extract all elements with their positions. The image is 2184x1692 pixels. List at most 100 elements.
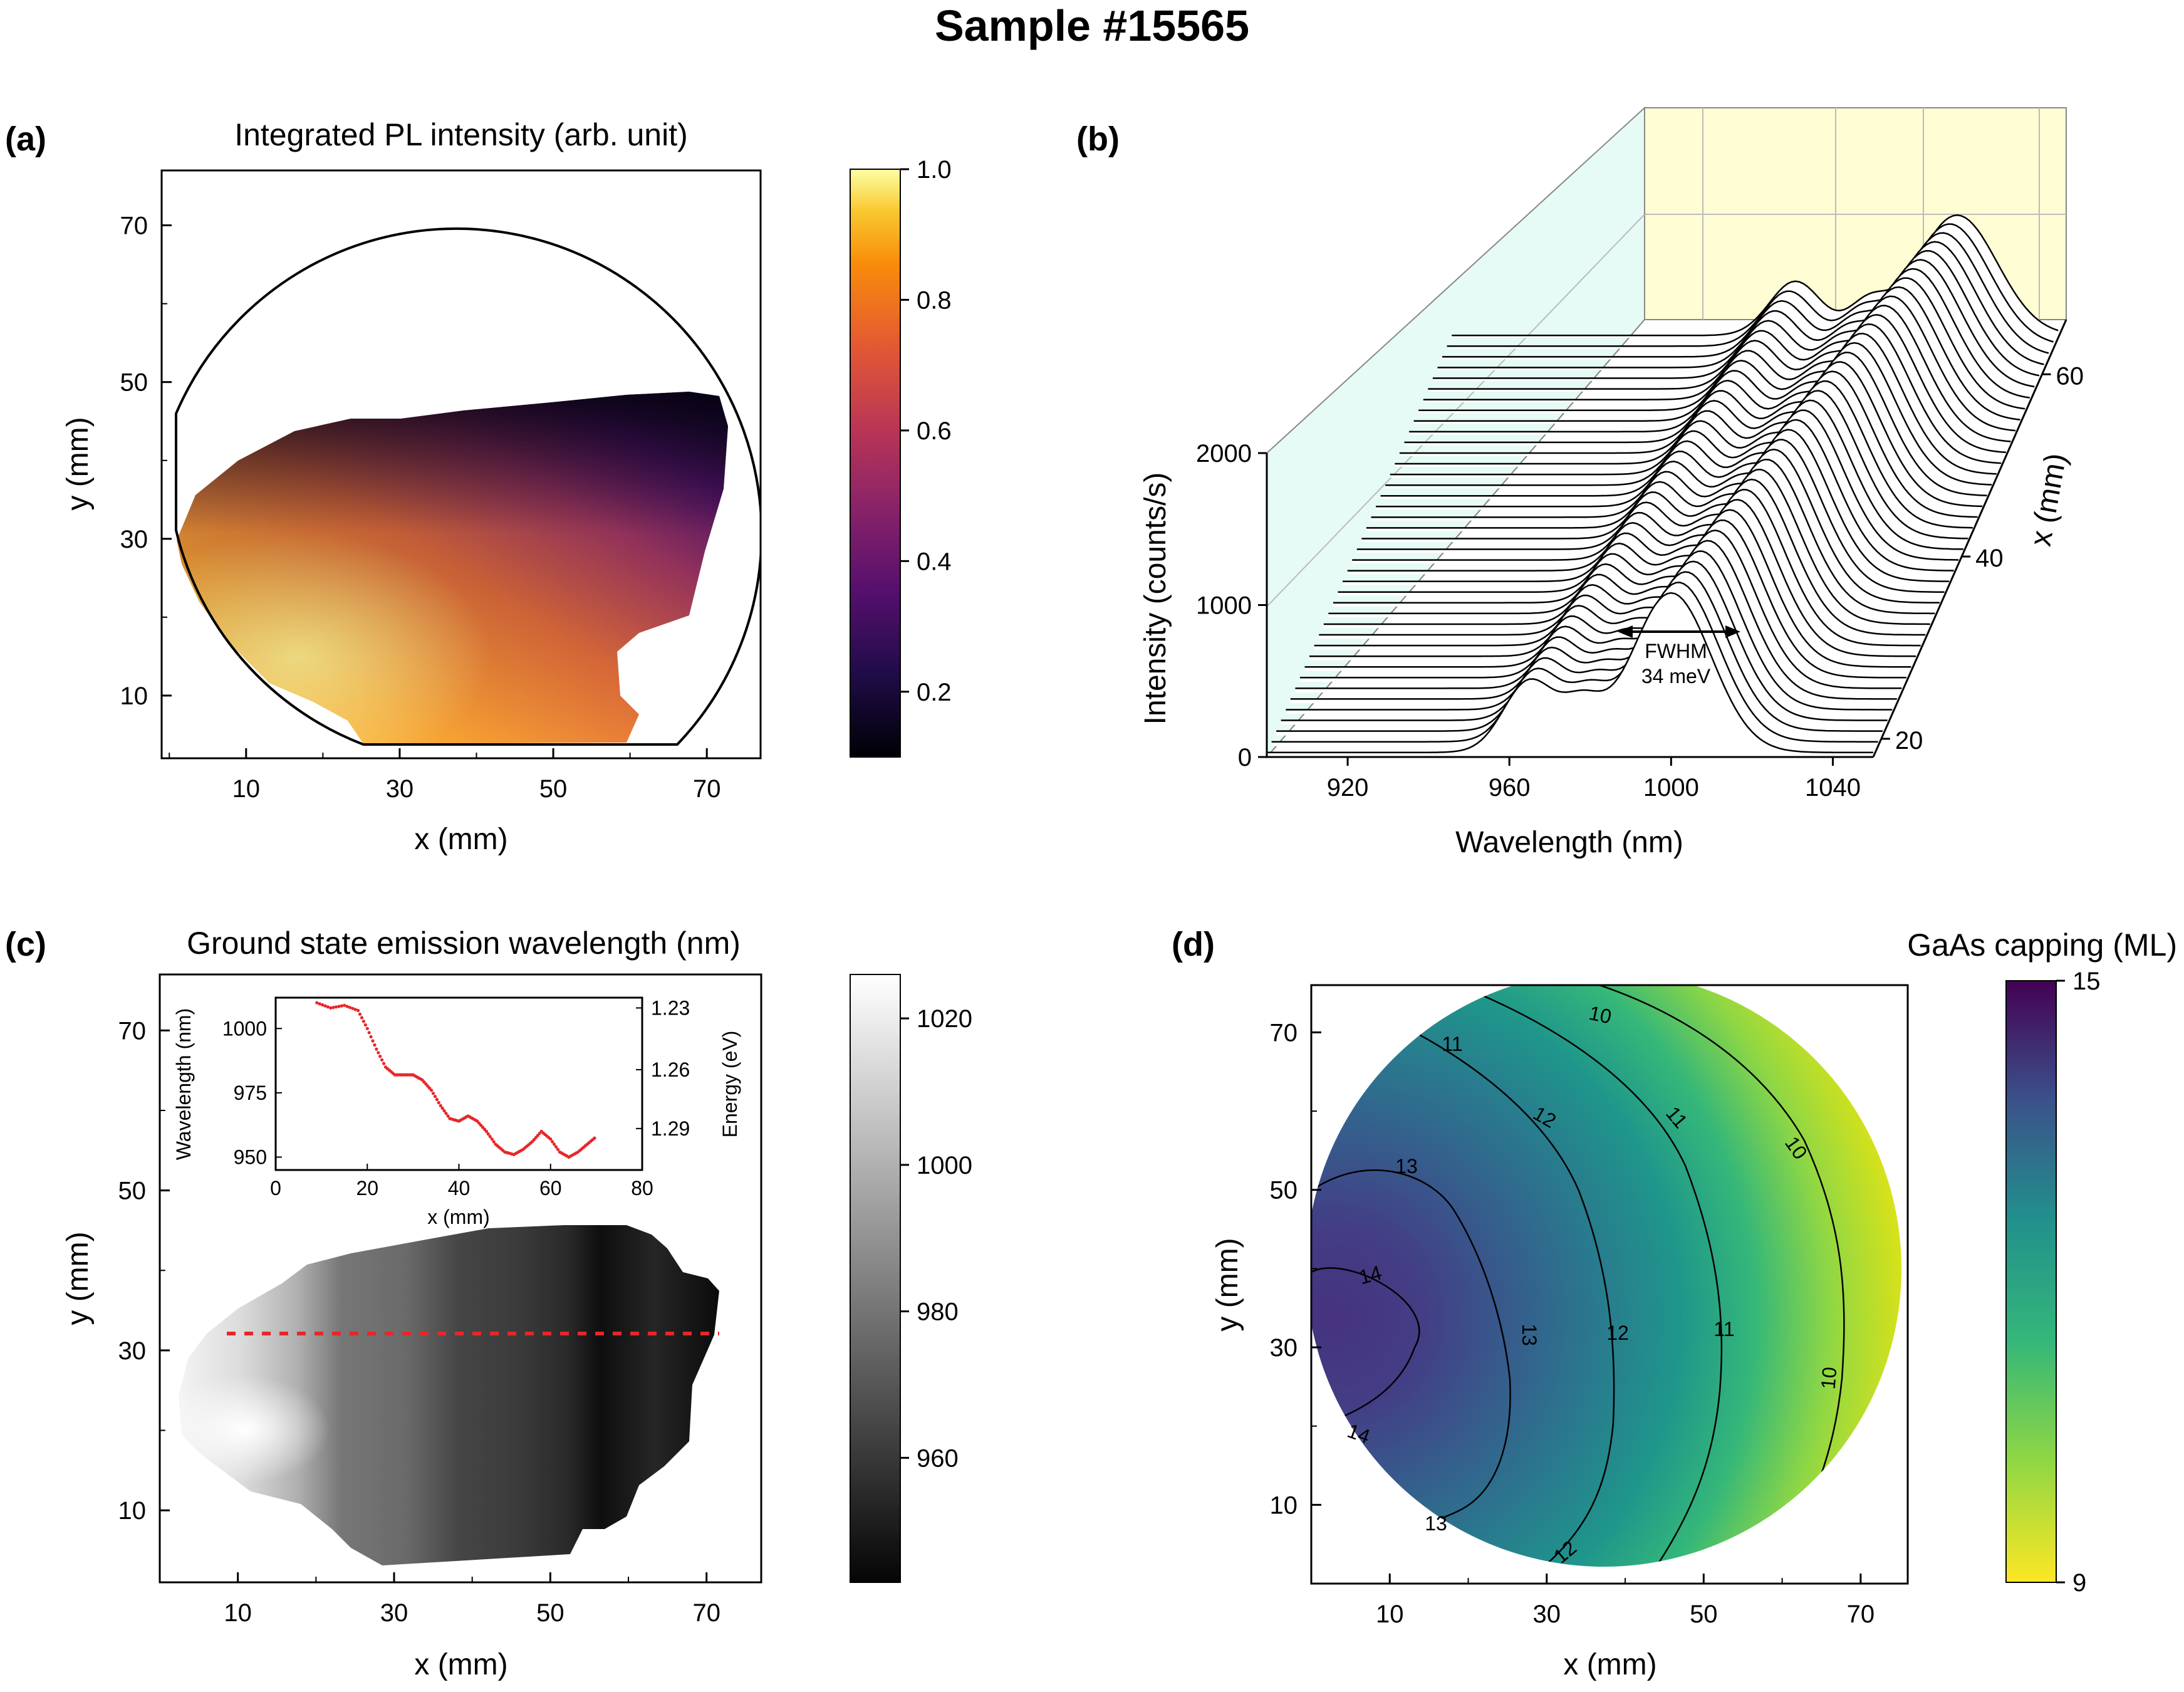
- c-xtick-label: 50: [536, 1599, 564, 1627]
- panel-c-y-label: y (mm): [61, 1231, 95, 1325]
- a-xtick-label: 10: [232, 775, 261, 803]
- b-spectrum-line: [1356, 399, 1963, 550]
- b-spectrum-line: [1323, 468, 1930, 625]
- c-inset-xtick-label: 0: [270, 1177, 281, 1199]
- panel-c-inset-frame: [274, 996, 643, 1171]
- contour-label-11-top: 11: [1442, 1033, 1462, 1055]
- b-spectrum-line: [1347, 419, 1954, 572]
- panel-b-x-ticks: 920 960 1000 1040: [1327, 757, 1861, 802]
- c-inset-point: [422, 1080, 426, 1084]
- c-inset-point: [490, 1137, 494, 1141]
- c-inset-point: [358, 1012, 362, 1016]
- panel-c-title: Ground state emission wavelength (nm): [187, 926, 741, 961]
- panel-a-frame: [160, 169, 762, 760]
- c-inset-point: [371, 1039, 375, 1043]
- b-spectrum-line: [1319, 478, 1926, 636]
- panel-c-inset-y2-label: Energy (eV): [719, 1031, 741, 1138]
- panel-c-colorbar: [850, 974, 901, 1583]
- panel-b-x-label: Wavelength (nm): [1455, 826, 1683, 859]
- panel-c-label: (c): [5, 926, 46, 963]
- panel-b-y-ticks: 0 1000 2000: [1196, 440, 1267, 771]
- b-ytick-label: 0: [1238, 744, 1252, 771]
- d-cb-tick-label: 15: [2072, 968, 2101, 995]
- b-ztick-label: 20: [1895, 727, 1923, 755]
- panel-b-z-label: x (mm): [2024, 451, 2073, 548]
- b-spectrum-line: [1309, 499, 1916, 657]
- panel-b-label: (b): [1076, 120, 1120, 158]
- a-ytick-label: 50: [120, 369, 148, 397]
- c-inset-point: [329, 1006, 333, 1010]
- b-spectrum-line: [1267, 592, 1873, 753]
- b-spectrum-fill: [1267, 593, 1873, 757]
- contour-label-12-mid: 12: [1606, 1322, 1629, 1344]
- c-inset-point: [439, 1104, 442, 1107]
- b-spectrum-line: [1376, 361, 1983, 508]
- b-spectrum-line: [1271, 582, 1878, 743]
- contour-11: [1428, 985, 1723, 1567]
- panel-a-dark-edge: [177, 392, 728, 744]
- c-inset-y2tick-label: 1.23: [651, 996, 690, 1019]
- c-inset-point: [554, 1145, 558, 1149]
- contour-label-13-mid: 13: [1518, 1324, 1541, 1346]
- c-inset-point: [340, 1004, 343, 1008]
- b-spectrum-line: [1286, 550, 1893, 711]
- c-cb-tick-label: 960: [917, 1444, 959, 1472]
- panel-c-x-label: x (mm): [414, 1648, 507, 1681]
- panel-c: (c) Ground state emission wavelength (nm…: [5, 926, 972, 1681]
- panel-b-y-label: Intensity (counts/s): [1139, 473, 1172, 725]
- c-inset-point: [337, 1005, 341, 1008]
- c-inset-xtick-label: 40: [448, 1177, 471, 1199]
- panel-a-x-ticks: 10 30 50 70: [169, 748, 720, 803]
- a-ytick-label: 30: [120, 526, 148, 553]
- c-inset-ytick-label: 975: [234, 1082, 267, 1104]
- a-cb-tick-label: 0.6: [917, 417, 952, 445]
- a-cb-tick-label: 1.0: [917, 156, 952, 184]
- b-spectrum-line: [1409, 295, 2016, 433]
- c-inset-ytick-label: 1000: [222, 1017, 267, 1040]
- panel-a-colorbar: [850, 169, 901, 758]
- panel-d-x-ticks: 10 30 50 70: [1311, 1574, 1875, 1628]
- d-ytick-label: 10: [1270, 1491, 1298, 1519]
- c-inset-point: [360, 1016, 364, 1020]
- c-inset-ytick-label: 950: [234, 1146, 267, 1168]
- c-inset-point: [326, 1005, 330, 1009]
- c-inset-point: [435, 1097, 439, 1102]
- c-inset-point: [331, 1006, 335, 1010]
- b-spectrum-line: [1343, 429, 1950, 582]
- figure-title: Sample #15565: [935, 1, 1249, 50]
- b-spectrum-line: [1395, 323, 2002, 465]
- panel-b-z-ticks: 20 40 60: [1881, 362, 2084, 755]
- c-inset-point: [444, 1112, 448, 1115]
- panel-d-x-label: x (mm): [1563, 1648, 1656, 1681]
- b-spectrum-line: [1452, 214, 2059, 337]
- c-inset-point: [323, 1004, 327, 1008]
- panel-c-inset-y-ticks: 950 975 1000: [222, 1017, 282, 1168]
- c-inset-point: [351, 1006, 355, 1010]
- c-inset-xtick-label: 20: [356, 1177, 378, 1199]
- c-inset-point: [353, 1008, 357, 1011]
- b-spectrum-line: [1380, 352, 1987, 497]
- c-inset-point: [378, 1055, 382, 1058]
- contour-label-11-mid: 11: [1713, 1318, 1734, 1340]
- c-inset-point: [440, 1106, 444, 1110]
- c-cb-tick-label: 1020: [917, 1005, 972, 1033]
- b-ztick-label: 60: [2056, 362, 2084, 390]
- b-xtick-label: 920: [1327, 774, 1369, 802]
- panel-a-x-label: x (mm): [414, 823, 507, 856]
- c-inset-point: [363, 1023, 367, 1027]
- c-inset-point: [377, 1051, 380, 1055]
- b-spectrum-line: [1399, 314, 2006, 454]
- b-spectrum-line: [1366, 380, 1973, 529]
- panel-a-label: (a): [5, 120, 46, 158]
- c-inset-point: [382, 1062, 386, 1065]
- a-xtick-label: 50: [539, 775, 568, 803]
- c-inset-point: [318, 1002, 321, 1006]
- c-inset-point: [348, 1006, 352, 1010]
- panel-b-z-axis: [1872, 319, 2067, 758]
- d-cb-tick-label: 9: [2072, 1569, 2086, 1597]
- panel-c-inset-x-label: x (mm): [427, 1206, 490, 1228]
- b-spectrum-line: [1314, 489, 1921, 647]
- c-inset-point: [442, 1109, 446, 1113]
- c-inset-point: [365, 1026, 369, 1030]
- panel-d-contours: [1311, 985, 1845, 1567]
